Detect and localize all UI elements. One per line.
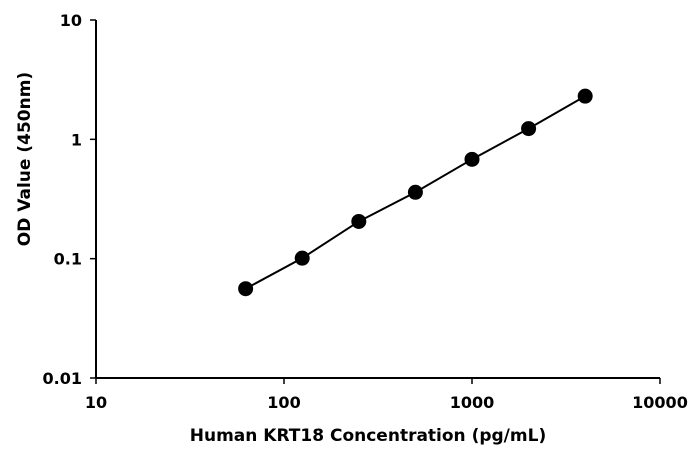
x-tick-label: 100: [267, 393, 300, 412]
data-point: [407, 184, 423, 200]
data-point: [464, 151, 480, 167]
data-point: [238, 281, 254, 297]
data-point: [577, 88, 593, 104]
x-tick-label: 10000: [632, 393, 688, 412]
y-tick-label: 0.01: [43, 369, 82, 388]
data-point: [521, 121, 537, 137]
x-tick-label: 1000: [450, 393, 495, 412]
plot-area: [238, 88, 593, 297]
data-point: [351, 213, 367, 229]
y-axis-title: OD Value (450nm): [15, 72, 35, 246]
x-tick-label: 10: [85, 393, 107, 412]
x-ticks: 10 100 1000 10000: [85, 378, 688, 412]
y-tick-label: 1: [71, 130, 82, 149]
y-ticks: 0.01 0.1 1 10: [43, 11, 96, 388]
y-tick-label: 10: [60, 11, 82, 30]
x-axis-title: Human KRT18 Concentration (pg/mL): [190, 426, 546, 446]
y-tick-label: 0.1: [54, 250, 82, 269]
data-point: [294, 250, 310, 266]
